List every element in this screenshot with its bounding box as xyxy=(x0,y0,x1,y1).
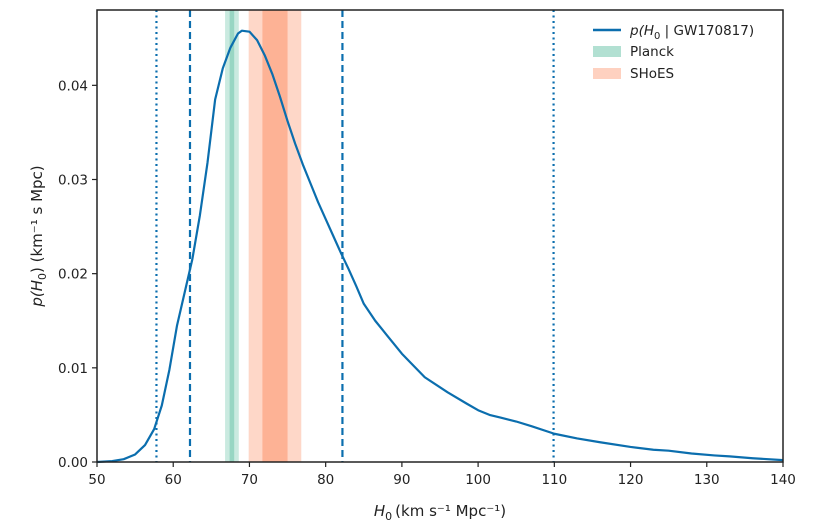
legend: p(H0 | GW170817) Planck SHoES xyxy=(593,23,754,82)
y-tick-label: 0.04 xyxy=(58,78,88,94)
credible-interval-lines xyxy=(155,10,555,462)
x-tick-label: 60 xyxy=(165,472,182,488)
x-tick-label: 80 xyxy=(317,472,334,488)
x-tick-label: 110 xyxy=(541,472,567,488)
x-tick-label: 50 xyxy=(88,472,105,488)
x-tick-label: 140 xyxy=(770,472,796,488)
posterior-curve xyxy=(96,29,784,464)
x-axis-ticks: 50 60 70 80 90 100 110 120 130 140 xyxy=(88,462,796,488)
y-axis-label: p(H0) (km⁻¹ s Mpc) xyxy=(28,165,49,307)
legend-posterior-label: p(H0 | GW170817) xyxy=(629,23,754,42)
y-tick-label: 0.02 xyxy=(58,267,88,283)
x-tick-label: 70 xyxy=(241,472,258,488)
y-tick-label: 0.00 xyxy=(58,455,88,471)
shoes-band-inner xyxy=(262,10,288,462)
legend-shoes-swatch xyxy=(593,68,621,79)
plot-frame xyxy=(96,9,784,463)
legend-planck-swatch xyxy=(593,46,621,57)
x-axis-label: H0 (km s⁻¹ Mpc⁻¹) xyxy=(374,502,506,523)
y-tick-label: 0.01 xyxy=(58,361,88,377)
legend-planck-label: Planck xyxy=(630,44,674,60)
x-tick-label: 120 xyxy=(618,472,644,488)
planck-band-inner xyxy=(229,10,235,462)
measurement-bands xyxy=(225,10,302,462)
x-tick-label: 130 xyxy=(694,472,720,488)
x-tick-label: 90 xyxy=(393,472,410,488)
x-tick-label: 100 xyxy=(465,472,491,488)
y-axis-ticks: 0.00 0.01 0.02 0.03 0.04 xyxy=(58,78,97,471)
legend-shoes-label: SHoES xyxy=(630,66,674,82)
y-tick-label: 0.03 xyxy=(58,173,88,189)
